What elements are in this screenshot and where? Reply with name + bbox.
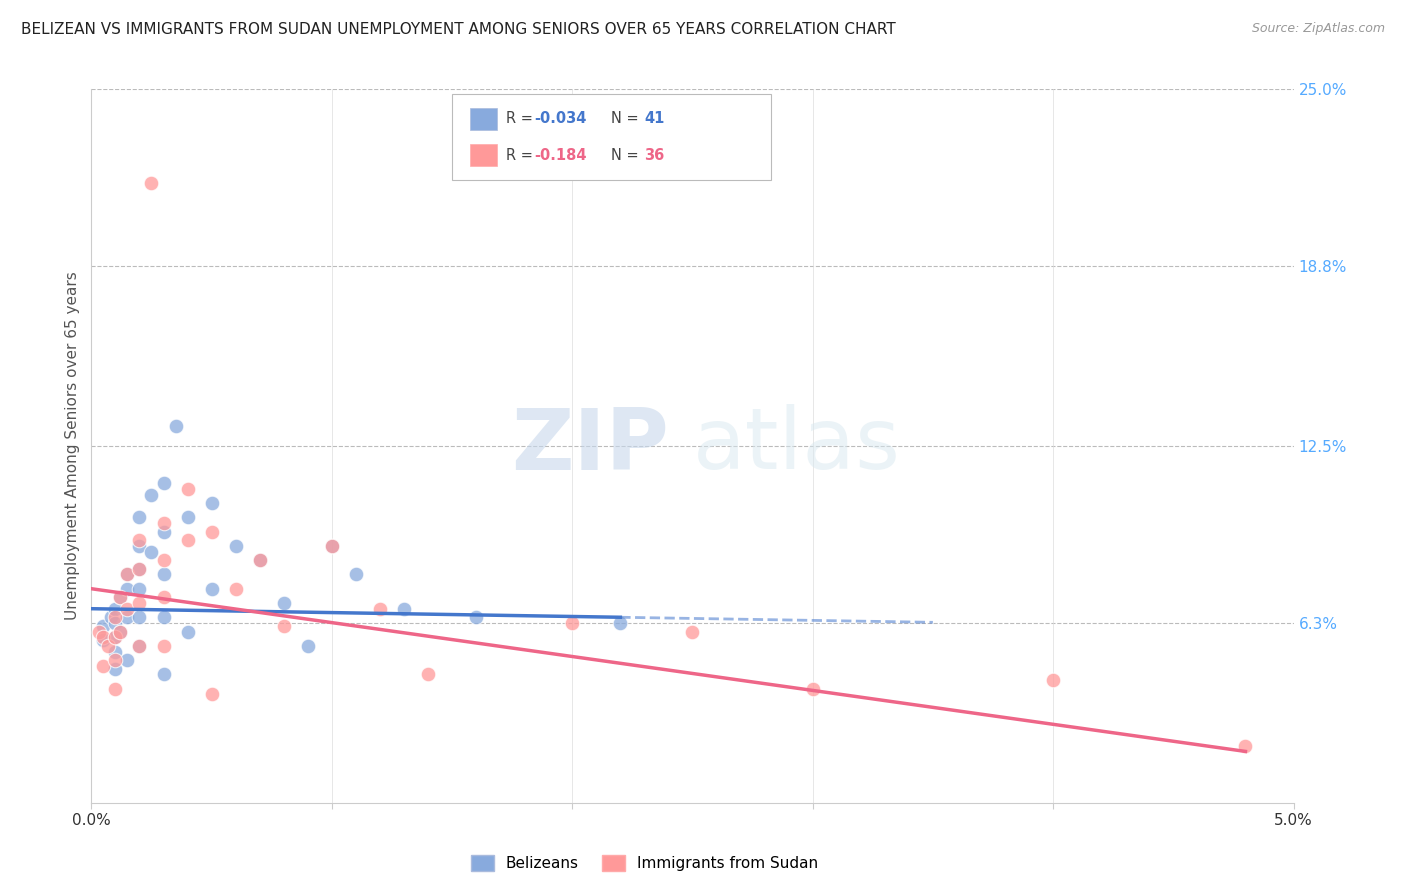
Point [225, 582, 247, 596]
Point [128, 562, 150, 576]
Point [152, 567, 174, 582]
Point [176, 510, 198, 524]
Point [152, 476, 174, 491]
Text: BELIZEAN VS IMMIGRANTS FROM SUDAN UNEMPLOYMENT AMONG SENIORS OVER 65 YEARS CORRE: BELIZEAN VS IMMIGRANTS FROM SUDAN UNEMPL… [21, 22, 896, 37]
Point [152, 553, 174, 567]
Text: N =: N = [610, 112, 643, 127]
Point [128, 539, 150, 553]
Point [117, 567, 139, 582]
Point [176, 482, 198, 496]
Point [93, 633, 115, 648]
Point [141, 177, 163, 191]
Point [561, 615, 583, 630]
Point [128, 582, 150, 596]
FancyBboxPatch shape [451, 95, 770, 180]
Text: -0.034: -0.034 [534, 112, 586, 127]
Point [152, 524, 174, 539]
Text: -0.184: -0.184 [534, 147, 586, 162]
Point [93, 619, 115, 633]
Point [104, 630, 127, 644]
Point [297, 639, 319, 653]
Text: R =: R = [506, 112, 537, 127]
Point [249, 553, 271, 567]
Text: ZIP: ZIP [510, 404, 668, 488]
Point [152, 667, 174, 681]
Text: Source: ZipAtlas.com: Source: ZipAtlas.com [1251, 22, 1385, 36]
Point [104, 615, 127, 630]
Point [176, 533, 198, 548]
Point [104, 644, 127, 658]
Point [801, 681, 824, 696]
Point [249, 553, 271, 567]
Point [110, 624, 132, 639]
Point [152, 639, 174, 653]
Point [93, 630, 115, 644]
Legend: Belizeans, Immigrants from Sudan: Belizeans, Immigrants from Sudan [464, 849, 824, 877]
Text: 41: 41 [644, 112, 665, 127]
Point [97, 639, 120, 653]
Bar [470, 108, 496, 129]
Point [176, 624, 198, 639]
Text: N =: N = [610, 147, 643, 162]
Point [152, 591, 174, 605]
Point [141, 487, 163, 501]
Point [100, 610, 122, 624]
Point [117, 610, 139, 624]
Text: atlas: atlas [692, 404, 900, 488]
Point [104, 630, 127, 644]
Point [416, 667, 439, 681]
Point [128, 596, 150, 610]
Point [110, 591, 132, 605]
Point [1234, 739, 1257, 753]
Y-axis label: Unemployment Among Seniors over 65 years: Unemployment Among Seniors over 65 years [65, 272, 80, 620]
Point [128, 610, 150, 624]
Point [1042, 673, 1064, 687]
Point [392, 601, 415, 615]
Point [201, 496, 224, 510]
Point [104, 662, 127, 676]
Text: 36: 36 [644, 147, 665, 162]
Point [117, 582, 139, 596]
Point [117, 601, 139, 615]
Point [128, 533, 150, 548]
Point [128, 562, 150, 576]
Point [104, 601, 127, 615]
Point [128, 639, 150, 653]
Text: R =: R = [506, 147, 537, 162]
Bar [470, 145, 496, 166]
Point [465, 610, 488, 624]
Point [201, 524, 224, 539]
Point [368, 601, 391, 615]
Point [117, 653, 139, 667]
Point [152, 516, 174, 530]
Point [321, 539, 343, 553]
Point [104, 653, 127, 667]
Point [117, 567, 139, 582]
Point [201, 582, 224, 596]
Point [104, 681, 127, 696]
Point [273, 619, 295, 633]
Point [152, 610, 174, 624]
Point [87, 624, 110, 639]
Point [225, 539, 247, 553]
Point [344, 567, 367, 582]
Point [321, 539, 343, 553]
Point [681, 624, 703, 639]
Point [104, 610, 127, 624]
Point [141, 544, 163, 558]
Point [128, 639, 150, 653]
Point [110, 591, 132, 605]
Point [110, 624, 132, 639]
Point [609, 615, 631, 630]
Point [273, 596, 295, 610]
Point [165, 419, 187, 434]
Point [128, 510, 150, 524]
Point [93, 658, 115, 673]
Point [201, 687, 224, 701]
